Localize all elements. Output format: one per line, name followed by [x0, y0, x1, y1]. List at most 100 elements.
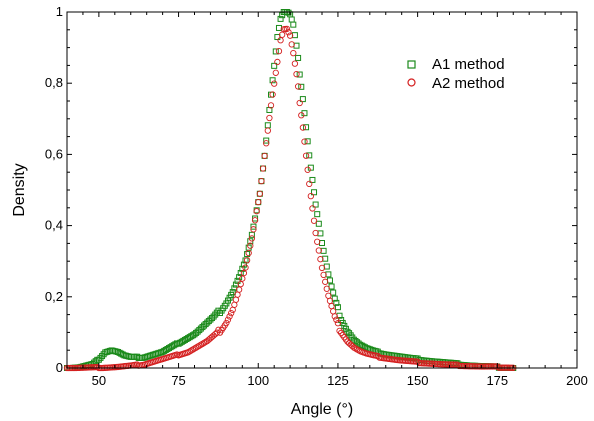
point-a2: [237, 280, 244, 288]
point-a2: [323, 285, 330, 292]
x-tick-label: 175: [486, 373, 508, 388]
y-tick-label: 0: [56, 360, 63, 375]
point-a2: [251, 217, 259, 224]
point-a1: [264, 122, 271, 129]
point-a2: [232, 296, 240, 303]
point-a2: [298, 112, 305, 119]
point-a2: [264, 127, 271, 134]
point-a1: [95, 356, 102, 363]
point-a2: [224, 316, 232, 323]
point-a2: [243, 257, 251, 264]
series-layer: [63, 9, 517, 372]
point-a1: [328, 283, 335, 290]
point-a2: [275, 47, 283, 55]
point-a2: [283, 25, 291, 33]
point-a1: [344, 328, 351, 335]
point-a2: [320, 271, 327, 279]
point-a2: [192, 344, 200, 351]
point-a2: [350, 344, 358, 351]
point-a1: [303, 124, 310, 131]
point-a1: [331, 295, 338, 302]
point-a2: [253, 208, 260, 215]
point-a1: [285, 9, 292, 16]
point-a1: [248, 231, 255, 238]
point-a2: [258, 177, 265, 185]
point-a1: [296, 71, 303, 78]
point-a2: [197, 341, 205, 348]
y-tick-label: 1: [56, 4, 63, 19]
point-a1: [279, 12, 286, 19]
point-a1: [271, 62, 278, 69]
point-a1: [330, 289, 337, 296]
point-a2: [247, 242, 254, 249]
point-a2: [271, 80, 278, 87]
point-a1: [207, 316, 214, 323]
point-a2: [353, 346, 361, 353]
x-tick-label: 125: [327, 373, 349, 388]
point-a1: [97, 354, 104, 361]
point-a1: [199, 324, 206, 331]
point-a2: [293, 70, 300, 78]
point-a2: [245, 249, 252, 257]
point-a1: [236, 274, 243, 281]
point-a2: [315, 247, 322, 254]
point-a1: [277, 15, 284, 22]
point-a1: [311, 189, 318, 196]
point-a1: [99, 353, 106, 360]
legend-label-a2: A2 method: [432, 75, 505, 92]
point-a2: [196, 342, 203, 349]
point-a2: [288, 41, 295, 48]
point-a2: [299, 124, 307, 131]
x-tick-label: 200: [566, 373, 588, 388]
point-a2: [269, 91, 276, 98]
ticks-layer: [66, 11, 578, 369]
point-a1: [272, 48, 279, 55]
point-a2: [200, 339, 208, 347]
point-a1: [92, 358, 99, 365]
point-a2: [286, 32, 294, 39]
y-tick-label: 0,2: [45, 289, 63, 304]
point-a2: [294, 83, 302, 90]
point-a2: [184, 349, 192, 356]
point-a2: [290, 49, 297, 57]
point-a2: [242, 264, 249, 271]
point-a1: [250, 223, 257, 230]
point-a2: [318, 264, 326, 272]
point-a1: [304, 138, 311, 145]
x-tick-label: 50: [92, 373, 106, 388]
point-a2: [255, 198, 262, 206]
point-a1: [237, 269, 244, 276]
point-a2: [94, 363, 101, 371]
point-a1: [309, 176, 316, 183]
point-a1: [234, 277, 241, 284]
point-a2: [250, 226, 257, 233]
x-tick-label: 150: [407, 373, 429, 388]
point-a2: [239, 275, 246, 282]
point-a1: [196, 327, 203, 334]
point-a2: [331, 313, 338, 320]
point-a2: [307, 192, 314, 200]
x-axis-title: Angle (°): [291, 401, 353, 418]
point-a1: [197, 325, 204, 332]
point-a2: [235, 286, 243, 293]
point-a2: [345, 339, 353, 347]
point-a2: [314, 238, 321, 245]
point-a2: [352, 345, 359, 352]
legend-marker-a1: [407, 60, 416, 69]
point-a1: [210, 313, 217, 320]
point-a2: [191, 345, 198, 352]
point-a2: [334, 320, 342, 327]
point-a1: [130, 353, 137, 360]
point-a1: [204, 319, 211, 326]
point-a1: [263, 137, 270, 144]
point-a2: [186, 348, 193, 355]
point-a2: [199, 340, 206, 347]
point-a2: [301, 138, 308, 145]
point-a2: [229, 306, 236, 314]
point-a2: [302, 152, 310, 159]
point-a1: [299, 96, 306, 103]
point-a1: [312, 201, 319, 208]
point-a1: [301, 110, 308, 117]
point-a1: [205, 318, 212, 325]
point-a2: [333, 316, 340, 323]
